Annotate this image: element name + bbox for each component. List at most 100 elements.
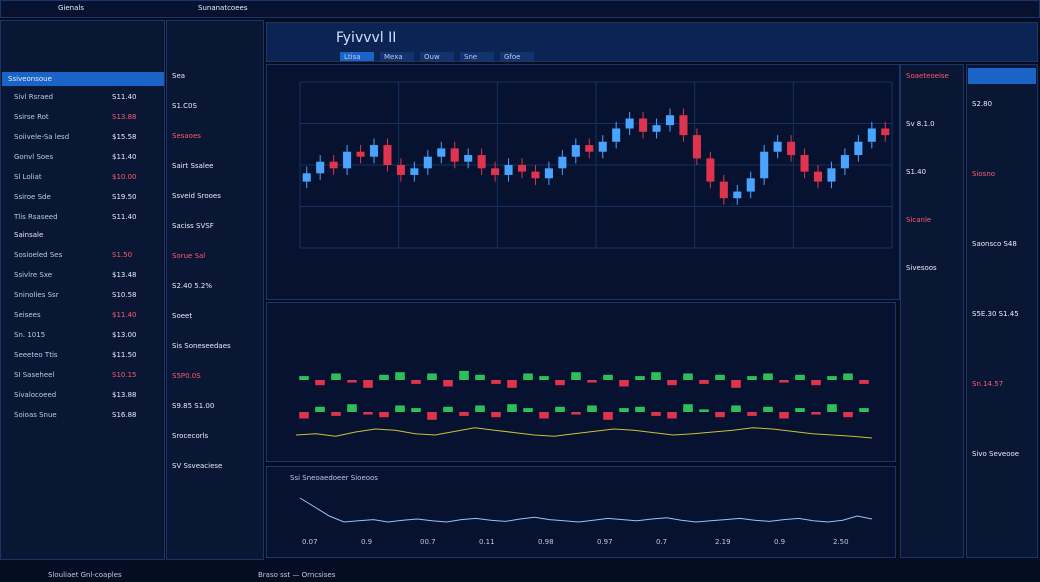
row-label: Sosioeled Ses — [14, 251, 63, 259]
candle-body — [396, 165, 405, 175]
histogram-bar — [747, 376, 757, 380]
row-label: Sl Loliat — [14, 173, 42, 181]
candle-body — [356, 151, 365, 157]
row-value: $10.00 — [112, 173, 137, 181]
histogram-bar — [507, 404, 517, 412]
histogram-bar — [795, 408, 805, 412]
candle-body — [544, 168, 553, 179]
histogram-bar — [603, 412, 613, 420]
mid-row: Soeet — [172, 312, 193, 320]
row-label: Ssiroe Sde — [14, 193, 51, 201]
histogram-bar — [411, 380, 421, 384]
histogram-bar — [587, 405, 597, 412]
candle-body — [504, 165, 513, 175]
histogram-bar — [379, 374, 389, 380]
row-value: $11.40 — [112, 153, 137, 161]
right-panel-b — [966, 64, 1038, 558]
candle-body — [369, 145, 379, 157]
candle-body — [827, 168, 836, 182]
status-text: Braso sst — Orncsises — [258, 571, 336, 579]
candle-body — [813, 171, 823, 182]
histogram-bar — [699, 409, 709, 412]
tab[interactable] — [500, 52, 534, 61]
candle-body — [437, 148, 446, 157]
histogram-bar — [443, 380, 453, 387]
x-tick-label: 0.7 — [656, 538, 668, 546]
candle-body — [867, 128, 876, 142]
histogram-bar — [587, 380, 597, 383]
histogram-bar — [395, 372, 405, 380]
candle-body — [881, 128, 890, 136]
left-section: Sainsale — [14, 231, 44, 239]
histogram-bar — [731, 405, 741, 412]
main-chart-panel — [266, 64, 900, 300]
histogram-bar — [859, 380, 869, 384]
x-tick-label: 0.97 — [597, 538, 613, 546]
x-tick-label: 0.11 — [479, 538, 495, 546]
histogram-bar — [459, 412, 469, 416]
row-label: Soiivele-Sa lesd — [14, 133, 70, 141]
row-label: Sivl Rsraed — [14, 93, 54, 101]
row-label: Sivalocoeed — [14, 391, 57, 399]
histogram-bar — [827, 404, 837, 412]
row-value: S19.50 — [112, 193, 137, 201]
histogram-bar — [507, 380, 517, 388]
row-value: $13.88 — [112, 391, 137, 399]
histogram-bar — [491, 412, 501, 418]
histogram-bar — [427, 373, 437, 380]
histogram-bar — [811, 412, 821, 415]
candle-body — [840, 155, 849, 169]
histogram-bar — [555, 380, 565, 386]
mid-row: Sis Soneseedaes — [172, 342, 231, 350]
tab[interactable] — [420, 52, 454, 61]
mid-row: S1.C0S — [172, 102, 197, 110]
histogram-bar — [555, 406, 565, 412]
mid-row: S5P0.0S — [172, 372, 201, 380]
tab[interactable] — [340, 52, 374, 61]
right-row: Sivo Seveooe — [972, 450, 1020, 458]
candle-body — [558, 156, 567, 169]
candle-body — [343, 151, 352, 169]
x-tick-label: 0.07 — [302, 538, 318, 546]
tab-label: Ltisa — [344, 53, 361, 61]
histogram-bar — [571, 372, 581, 380]
candle-body — [571, 145, 580, 157]
histogram-bar — [827, 376, 837, 380]
right-row: S1.40 — [906, 168, 927, 176]
row-value: $11.40 — [112, 311, 137, 319]
histogram-bar — [667, 380, 677, 386]
histogram-bar — [635, 406, 645, 412]
selected-row[interactable] — [2, 72, 164, 86]
candle-body — [517, 165, 527, 172]
tab[interactable] — [380, 52, 414, 61]
row-value: $11.50 — [112, 351, 137, 359]
candle-body — [625, 118, 634, 129]
candle-body — [760, 151, 769, 179]
candle-body — [854, 141, 863, 156]
histogram-bar — [619, 380, 629, 387]
histogram-bar — [395, 405, 405, 412]
right-row: Sivesoos — [906, 264, 937, 272]
mid-row: Saciss SVSF — [172, 222, 214, 230]
tab-label: Sne — [464, 53, 478, 61]
histogram-bar — [667, 412, 677, 419]
bottom-chart-panel — [266, 466, 896, 558]
tab[interactable] — [460, 52, 494, 61]
histogram-bar — [539, 376, 549, 380]
row-label: Ssirse Rot — [14, 113, 49, 121]
right-row: Sicanle — [906, 216, 932, 224]
histogram-bar — [475, 374, 485, 380]
right-row: Saonsco S48 — [972, 240, 1017, 248]
selected-button[interactable] — [968, 68, 1036, 84]
tab-label: Gfoe — [504, 53, 521, 61]
mid-row: Ssveid Srooes — [172, 192, 221, 200]
candle-body — [787, 141, 796, 156]
histogram-bar — [683, 373, 693, 380]
histogram-bar — [315, 406, 325, 412]
mid-row: S9.85 S1.00 — [172, 402, 215, 410]
histogram-bar — [539, 412, 549, 419]
histogram-bar — [347, 380, 357, 383]
histogram-bar — [379, 412, 389, 418]
candle-body — [302, 173, 311, 182]
